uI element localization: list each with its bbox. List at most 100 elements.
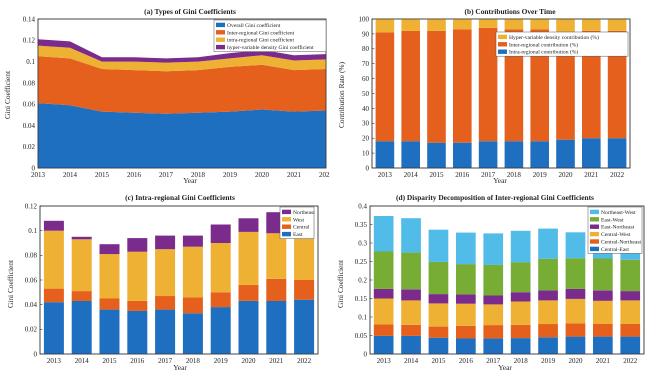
chart-c-bar-1-0 <box>43 288 64 303</box>
chart-b-xtick-label: 2014 <box>404 171 419 179</box>
chart-d-xlabel: Year <box>498 363 512 372</box>
chart-d-bar-3-0 <box>373 288 394 299</box>
chart-b-bar-1-7 <box>556 33 575 140</box>
chart-d-ytick-label: 0.3 <box>358 239 367 247</box>
chart-b-legend-label: Intra-regional contribution (%) <box>509 49 578 56</box>
chart-b-bar-0-1 <box>401 141 420 168</box>
chart-c-bar-1-4 <box>155 296 176 310</box>
chart-d-bar-4-0 <box>373 251 394 289</box>
chart-c-bar-3-0 <box>43 220 64 231</box>
chart-b-ylabel: Contribution Rate (%) <box>337 61 346 128</box>
chart-b-bar-2-2 <box>427 19 446 31</box>
chart-d-xtick-label: 2017 <box>486 357 501 365</box>
chart-c-bar-0-0 <box>43 302 64 354</box>
chart-d-bar-4-1 <box>401 252 421 290</box>
chart-d-bar-1-3 <box>456 325 476 339</box>
chart-b-svg: (b) Contributions Over Time Year Contrib… <box>337 7 631 185</box>
chart-c-ytick-label: 0 <box>34 350 38 358</box>
chart-d-bar-3-5 <box>510 292 531 302</box>
chart-a-area-2 <box>38 45 326 72</box>
chart-d-bar-2-8 <box>593 300 613 324</box>
chart-d-ytick-label: 0.05 <box>355 332 368 340</box>
chart-d-bar-2-0 <box>373 298 394 325</box>
chart-a-xtick-label: 2019 <box>223 171 238 179</box>
chart-b-bar-2-7 <box>556 19 575 34</box>
chart-a-legend-swatch <box>216 37 225 42</box>
chart-a-ytick-label: 0.12 <box>23 37 36 45</box>
chart-d-bar-5-4 <box>483 233 504 265</box>
chart-d-bar-1-2 <box>428 326 449 338</box>
chart-b-bar-1-1 <box>401 30 420 142</box>
chart-d-bar-3-7 <box>565 288 586 299</box>
chart-b-legend-box <box>495 31 629 57</box>
chart-d-legend-label: Central-Northeast <box>601 240 642 246</box>
chart-b-ytick-label: 10 <box>362 150 370 158</box>
chart-d-bar-3-4 <box>483 295 504 305</box>
chart-a-area-3 <box>38 39 326 63</box>
chart-c-xtick-label: 2021 <box>269 357 284 365</box>
chart-a-legend-swatch <box>216 22 225 28</box>
chart-d-bar-4-4 <box>483 264 504 296</box>
chart-b-xtick-label: 2019 <box>533 171 548 179</box>
chart-d-bar-5-5 <box>510 230 531 263</box>
chart-a-legend-label: Overall Gini coefficient <box>227 22 281 29</box>
chart-b-ytick-label: 90 <box>362 30 370 38</box>
chart-a-xtick-label: 2014 <box>63 171 78 179</box>
chart-c-bar-2-9 <box>294 235 315 280</box>
chart-a-legend-box <box>213 19 327 52</box>
chart-c-bar-2-4 <box>155 249 176 297</box>
chart-d-legend-label: Central-East <box>601 247 629 253</box>
chart-d-bar-0-3 <box>456 338 476 354</box>
chart-c-bar-1-7 <box>238 284 259 301</box>
chart-b-ytick-label: 0 <box>366 164 370 172</box>
chart-d-legend-swatch <box>590 246 599 252</box>
chart-a-frame-top <box>37 18 327 169</box>
chart-d-bar-4-2 <box>428 261 449 295</box>
chart-d-legend-label: East-Northeast <box>601 225 635 231</box>
panel-b-contributions: (b) Contributions Over Time Year Contrib… <box>330 0 651 186</box>
panel-d-disparity: (d) Disparity Decomposition of Inter-reg… <box>330 186 651 372</box>
chart-c-bar-3-5 <box>182 235 203 247</box>
chart-c-xtick-label: 2022 <box>297 357 312 365</box>
chart-b-bar-1-6 <box>530 29 549 142</box>
chart-c-bar-0-2 <box>99 309 120 354</box>
chart-d-bar-1-0 <box>373 324 394 336</box>
chart-b-bar-1-8 <box>582 30 601 139</box>
chart-b-bar-1-2 <box>427 30 446 143</box>
chart-d-ytick-label: 0.4 <box>358 202 367 210</box>
chart-b-bar-0-4 <box>478 141 498 168</box>
chart-d-xtick-label: 2022 <box>623 357 638 365</box>
chart-b-frame-top <box>371 18 631 169</box>
chart-d-ytick-label: 0 <box>364 350 368 358</box>
chart-d-xtick-label: 2020 <box>569 357 584 365</box>
chart-c-bar-0-4 <box>155 309 176 354</box>
chart-d-ytick-label: 0.15 <box>355 295 368 303</box>
chart-b-ytick-label: 20 <box>362 135 370 143</box>
chart-a-legend-swatch <box>216 30 225 35</box>
chart-b-bar-1-0 <box>375 32 395 142</box>
chart-d-xtick-label: 2018 <box>514 357 529 365</box>
chart-c-xtick-label: 2019 <box>214 357 229 365</box>
chart-d-bar-0-7 <box>565 336 586 354</box>
chart-b-xtick-label: 2016 <box>455 171 470 179</box>
chart-d-bar-0-5 <box>510 338 531 354</box>
chart-b-bar-2-4 <box>478 19 498 28</box>
chart-d-bar-5-6 <box>538 228 558 259</box>
chart-c-xtick-label: 2014 <box>75 357 90 365</box>
chart-d-bar-2-2 <box>428 303 449 327</box>
chart-b-legend-swatch <box>498 42 507 47</box>
chart-d-bar-4-8 <box>593 258 613 291</box>
chart-c-bar-1-1 <box>71 291 92 301</box>
chart-c-legend-label: Central <box>293 225 310 231</box>
chart-d-bar-5-7 <box>565 232 586 259</box>
chart-a-xtick-label: 2020 <box>255 171 270 179</box>
chart-d-xtick-label: 2016 <box>459 357 474 365</box>
chart-b-bar-0-9 <box>607 138 627 168</box>
chart-b-xtick-label: 2022 <box>610 171 625 179</box>
chart-a-xtick-label: 2015 <box>95 171 110 179</box>
chart-a-ytick-label: 0.08 <box>23 79 36 87</box>
chart-d-svg: (d) Disparity Decomposition of Inter-reg… <box>336 193 645 372</box>
chart-c-bar-3-3 <box>127 238 148 252</box>
chart-d-xtick-label: 2014 <box>404 357 419 365</box>
chart-a-ytick-label: 0.1 <box>26 58 35 66</box>
